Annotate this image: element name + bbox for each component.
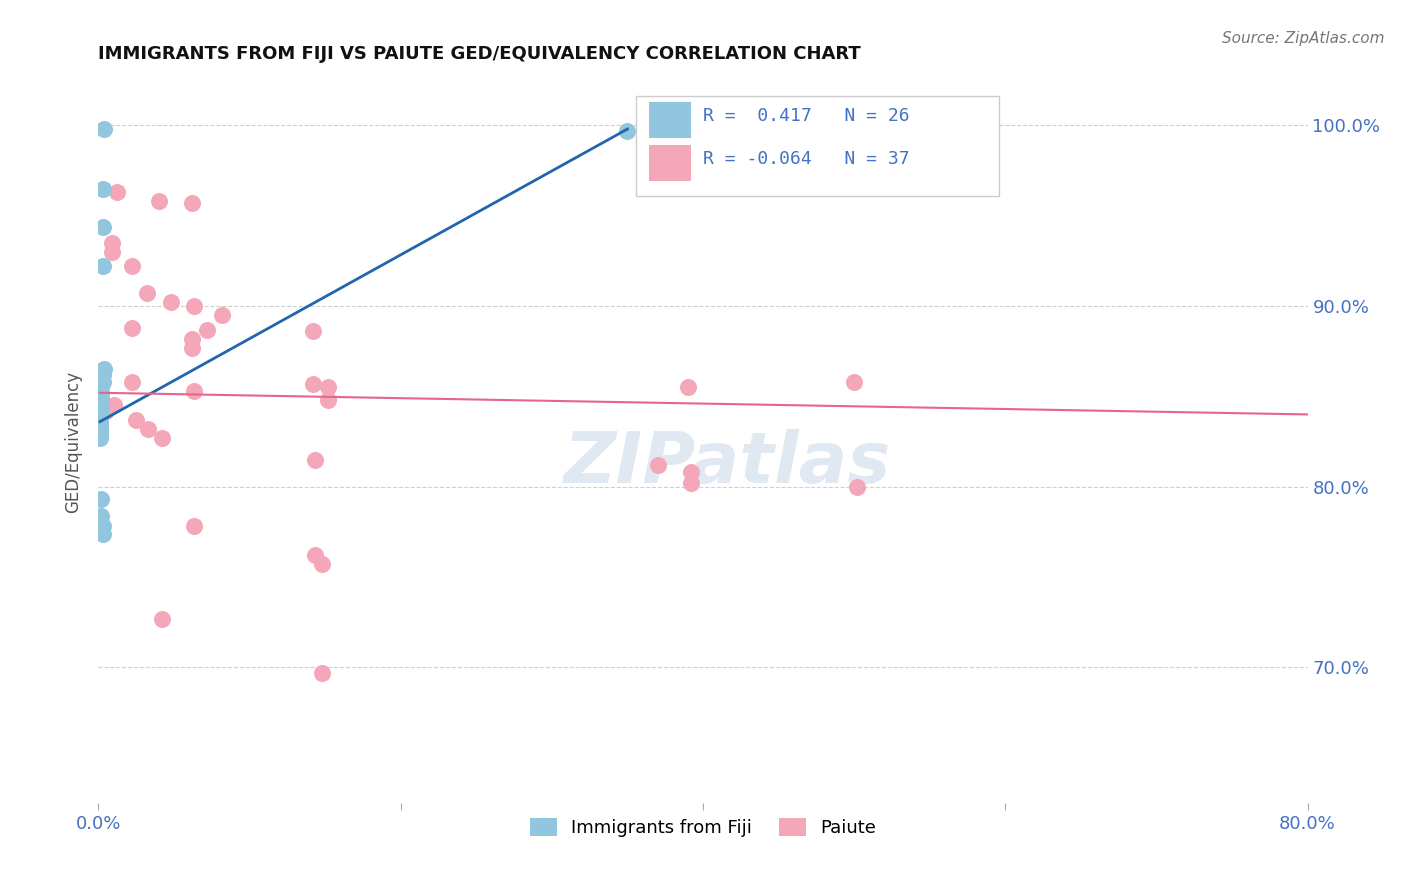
Point [125,413,148,427]
Text: ZIPatlas: ZIPatlas [564,429,891,498]
Point [90,380,112,394]
Point [90,492,112,507]
FancyBboxPatch shape [637,96,1000,196]
Point [91,260,114,274]
Text: R = -0.064   N = 37: R = -0.064 N = 37 [703,151,910,169]
Point [183,519,205,533]
Point [181,332,204,346]
Point [89,420,111,434]
Point [91,368,114,382]
Text: IMMIGRANTS FROM FIJI VS PAIUTE GED/EQUIVALENCY CORRELATION CHART: IMMIGRANTS FROM FIJI VS PAIUTE GED/EQUIV… [98,45,860,63]
Point [679,465,702,479]
Point [135,286,157,301]
Point [121,260,143,274]
Point [89,406,111,420]
Point [647,458,669,472]
Point [136,422,159,436]
Point [89,431,111,445]
FancyBboxPatch shape [648,102,690,138]
Point [89,424,111,438]
Point [160,295,183,310]
Point [91,519,114,533]
Point [105,186,128,200]
Point [302,324,325,338]
Point [181,341,204,355]
Point [93,122,115,136]
Point [121,320,143,334]
Point [148,194,170,209]
Point [150,431,173,445]
Point [121,375,143,389]
Point [304,452,326,467]
Point [311,665,333,680]
Point [91,219,114,234]
Point [616,124,638,138]
Text: Source: ZipAtlas.com: Source: ZipAtlas.com [1222,31,1385,46]
Point [91,375,114,389]
Point [211,308,233,322]
Point [89,409,111,424]
Point [676,380,699,394]
Point [316,380,339,394]
Point [679,476,702,491]
FancyBboxPatch shape [648,145,690,181]
Point [89,402,111,417]
Point [89,398,111,412]
Point [90,385,112,400]
Point [94,404,117,418]
Point [91,181,114,195]
Point [311,558,333,572]
Point [304,549,326,563]
Point [101,244,124,259]
Point [195,322,218,336]
Point [91,526,114,541]
Point [302,376,325,391]
Point [89,427,111,442]
Point [844,375,866,389]
Point [846,480,869,494]
Y-axis label: GED/Equivalency: GED/Equivalency [65,370,83,513]
Point [93,362,115,376]
Point [101,235,124,250]
Text: R =  0.417   N = 26: R = 0.417 N = 26 [703,107,910,125]
Point [183,299,205,313]
Point [316,392,339,407]
Point [103,398,125,412]
Legend: Immigrants from Fiji, Paiute: Immigrants from Fiji, Paiute [523,811,883,845]
Point [181,196,204,211]
Point [90,508,112,523]
Point [90,394,112,409]
Point [90,391,112,405]
Point [89,413,111,427]
Point [183,384,205,398]
Point [150,611,173,625]
Point [89,417,111,431]
